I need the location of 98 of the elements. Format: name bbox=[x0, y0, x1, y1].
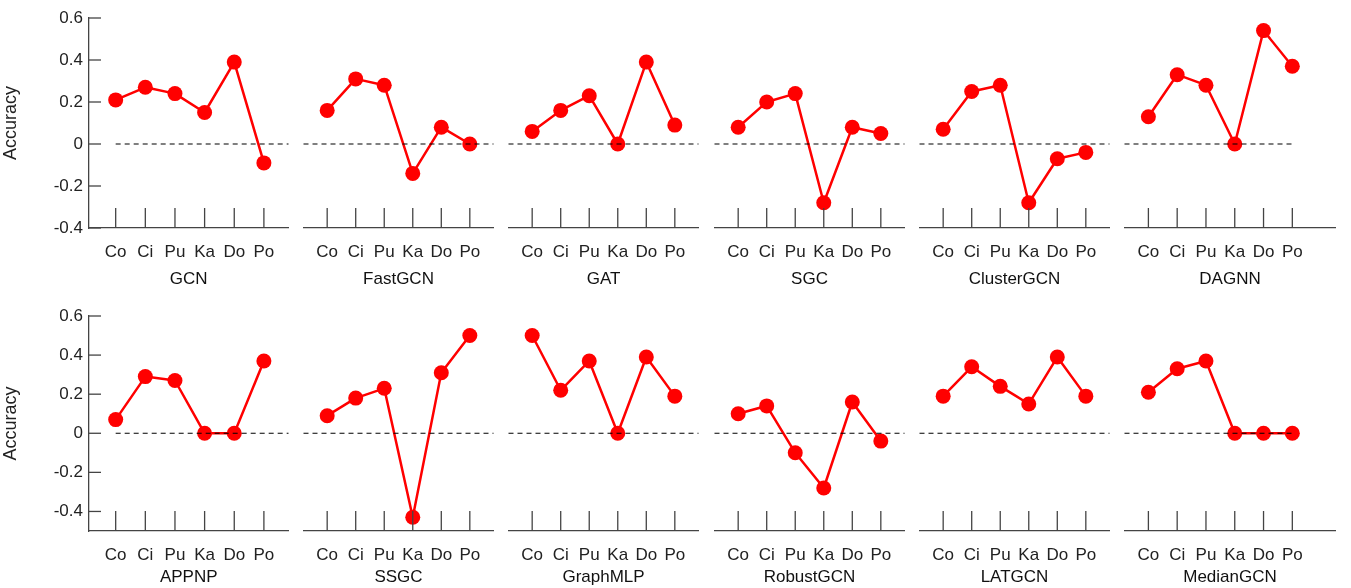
x-tick-label: Ka bbox=[194, 241, 216, 261]
x-tick-label: Co bbox=[727, 241, 750, 261]
x-axis-title: FastGCN bbox=[363, 269, 434, 289]
x-tick-label: Do bbox=[635, 544, 658, 564]
x-tick-label: Pu bbox=[989, 544, 1011, 564]
x-tick-label: Ka bbox=[813, 544, 835, 564]
y-tick-label: 0.6 bbox=[59, 7, 83, 27]
x-axis-title: DAGNN bbox=[1199, 269, 1261, 289]
x-tick-label: Pu bbox=[373, 241, 395, 261]
x-tick-label: Ci bbox=[552, 544, 569, 564]
x-tick-label: Co bbox=[104, 241, 127, 261]
x-tick-label: Pu bbox=[1195, 544, 1217, 564]
x-tick-label: Po bbox=[1075, 544, 1097, 564]
x-tick-label: Po bbox=[253, 241, 275, 261]
x-tick-label: Pu bbox=[164, 544, 186, 564]
x-tick-label: Ci bbox=[1169, 241, 1186, 261]
y-tick-label: -0.2 bbox=[53, 175, 83, 195]
y-tick-label: 0.4 bbox=[59, 344, 83, 364]
x-tick-label: Ka bbox=[607, 241, 629, 261]
x-tick-label: Ci bbox=[963, 544, 980, 564]
x-tick-label: Po bbox=[1281, 544, 1303, 564]
x-tick-label: Po bbox=[664, 241, 686, 261]
x-axis-title: GraphMLP bbox=[562, 567, 645, 587]
x-tick-label: Ka bbox=[607, 544, 629, 564]
x-tick-label: Pu bbox=[1195, 241, 1217, 261]
x-tick-label: Po bbox=[870, 241, 892, 261]
x-tick-label: Ci bbox=[758, 544, 775, 564]
x-tick-label: Pu bbox=[784, 241, 806, 261]
x-tick-label: Do bbox=[1252, 544, 1275, 564]
x-tick-label: Ci bbox=[1169, 544, 1186, 564]
x-axis-title: APPNP bbox=[159, 567, 218, 587]
x-tick-label: Do bbox=[841, 544, 864, 564]
x-tick-label: Po bbox=[664, 544, 686, 564]
x-tick-label: Co bbox=[932, 241, 955, 261]
x-tick-label: Po bbox=[459, 241, 481, 261]
x-axis-title: MedianGCN bbox=[1183, 567, 1277, 587]
x-tick-label: Co bbox=[932, 544, 955, 564]
x-tick-label: Ci bbox=[347, 544, 364, 564]
x-tick-label: Do bbox=[635, 241, 658, 261]
x-tick-label: Do bbox=[1046, 544, 1069, 564]
x-tick-label: Co bbox=[727, 544, 750, 564]
y-tick-label: 0 bbox=[73, 133, 83, 153]
x-tick-label: Ci bbox=[137, 544, 154, 564]
x-tick-label: Ci bbox=[347, 241, 364, 261]
y-tick-label: 0 bbox=[73, 422, 83, 442]
x-tick-label: Do bbox=[430, 544, 453, 564]
x-axis-title: GAT bbox=[586, 269, 621, 289]
x-axis-title: ClusterGCN bbox=[968, 269, 1061, 289]
x-tick-label: Pu bbox=[989, 241, 1011, 261]
x-tick-label: Ka bbox=[813, 241, 835, 261]
y-axis-title: Accuracy bbox=[0, 386, 20, 461]
x-tick-label: Ci bbox=[963, 241, 980, 261]
x-tick-label: Co bbox=[316, 241, 339, 261]
x-tick-label: Co bbox=[316, 544, 339, 564]
x-axis-title: RobustGCN bbox=[763, 567, 856, 587]
y-tick-label: -0.4 bbox=[53, 501, 83, 521]
x-tick-label: Ka bbox=[402, 544, 424, 564]
x-tick-label: Pu bbox=[578, 544, 600, 564]
y-tick-label: -0.2 bbox=[53, 462, 83, 482]
x-tick-label: Pu bbox=[373, 544, 395, 564]
x-tick-label: Do bbox=[841, 241, 864, 261]
x-tick-label: Ka bbox=[1224, 241, 1246, 261]
x-tick-label: Co bbox=[104, 544, 127, 564]
y-tick-label: -0.4 bbox=[53, 217, 83, 237]
x-tick-label: Po bbox=[1075, 241, 1097, 261]
y-axis-title: Accuracy bbox=[0, 85, 20, 161]
x-tick-label: Po bbox=[253, 544, 275, 564]
x-tick-label: Ka bbox=[1018, 544, 1040, 564]
x-tick-label: Po bbox=[459, 544, 481, 564]
x-tick-label: Do bbox=[430, 241, 453, 261]
x-tick-label: Po bbox=[1281, 241, 1303, 261]
x-tick-label: Co bbox=[521, 241, 544, 261]
x-axis-title: SSGC bbox=[374, 567, 423, 587]
x-tick-label: Ka bbox=[1224, 544, 1246, 564]
x-tick-label: Co bbox=[1137, 241, 1160, 261]
x-tick-label: Co bbox=[1137, 544, 1160, 564]
x-axis-title: GCN bbox=[169, 269, 208, 289]
x-tick-label: Pu bbox=[578, 241, 600, 261]
x-tick-label: Do bbox=[223, 544, 246, 564]
x-tick-label: Ci bbox=[758, 241, 775, 261]
x-tick-label: Ci bbox=[137, 241, 154, 261]
x-tick-label: Ci bbox=[552, 241, 569, 261]
y-tick-label: 0.4 bbox=[59, 49, 83, 69]
x-tick-label: Do bbox=[223, 241, 246, 261]
x-axis-title: LATGCN bbox=[980, 567, 1049, 587]
x-axis-title: SGC bbox=[791, 269, 828, 289]
x-tick-label: Do bbox=[1046, 241, 1069, 261]
x-tick-label: Do bbox=[1252, 241, 1275, 261]
x-tick-label: Ka bbox=[194, 544, 216, 564]
y-tick-label: 0.2 bbox=[59, 383, 83, 403]
y-tick-label: 0.2 bbox=[59, 91, 83, 111]
x-tick-label: Pu bbox=[784, 544, 806, 564]
x-tick-label: Po bbox=[870, 544, 892, 564]
x-tick-label: Ka bbox=[1018, 241, 1040, 261]
x-tick-label: Ka bbox=[402, 241, 424, 261]
x-tick-label: Pu bbox=[164, 241, 186, 261]
y-tick-label: 0.6 bbox=[59, 305, 83, 325]
x-tick-label: Co bbox=[521, 544, 544, 564]
